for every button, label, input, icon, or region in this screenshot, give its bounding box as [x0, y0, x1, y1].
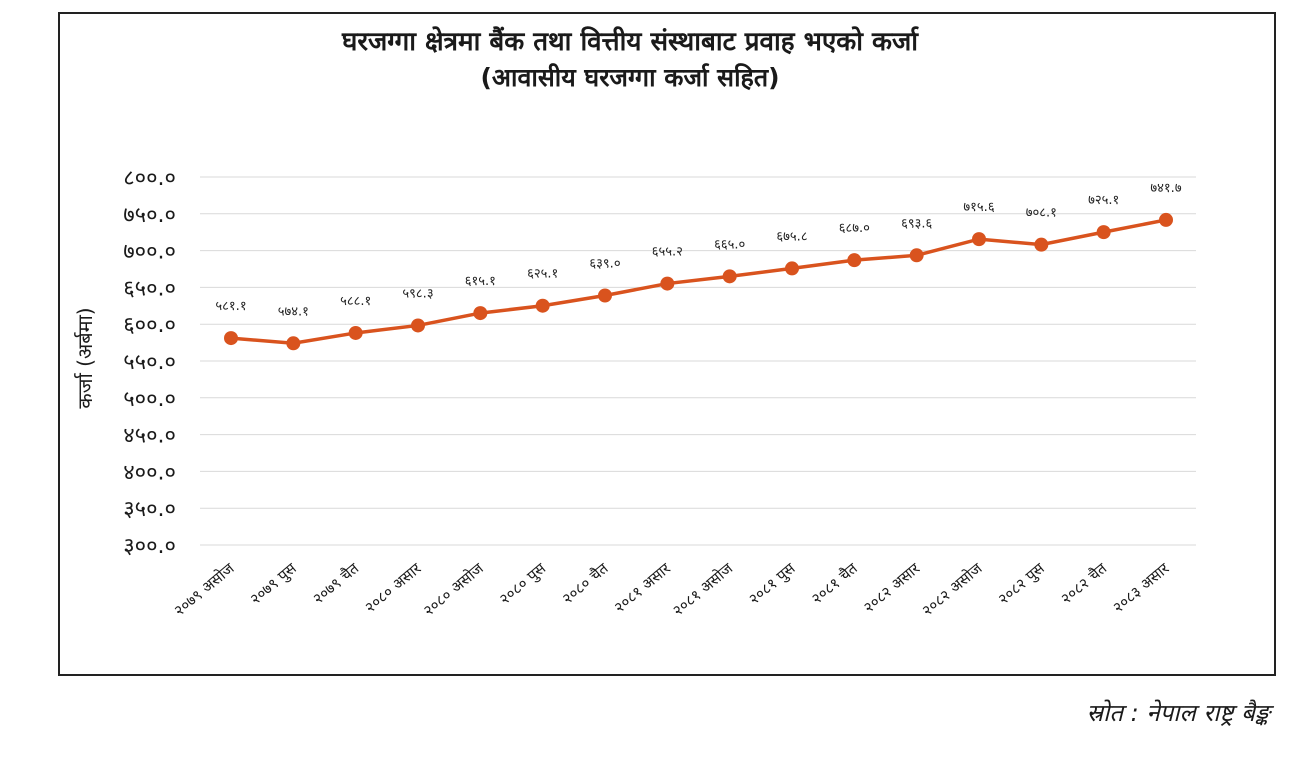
data-label: ७१५.६ [963, 200, 994, 215]
y-tick-label: ६५०.० [123, 276, 176, 301]
x-tick-label: २०८० पुस [496, 559, 551, 609]
y-tick-label: ५००.० [123, 387, 176, 412]
x-tick-label: २०७९ असोज [170, 559, 238, 620]
data-label: ६७५.८ [776, 229, 807, 244]
x-tick-label: २०८२ पुस [994, 559, 1049, 609]
data-point [972, 232, 986, 247]
x-tick-label: २०८० असोज [420, 559, 488, 620]
data-label: ७२५.१ [1088, 193, 1119, 208]
data-label: ६६५.० [714, 237, 745, 252]
data-point [224, 331, 238, 346]
data-label: ६१५.१ [465, 274, 496, 289]
y-axis-label: कर्जा (अर्बमा) [73, 307, 97, 408]
data-label: ६९३.६ [901, 216, 932, 231]
series-line [230, 218, 1167, 346]
source-note: स्रोत : नेपाल राष्ट्र बैङ्क [1086, 699, 1270, 727]
data-label: ५७४.१ [278, 304, 309, 319]
data-labels: ५८१.१ ५७४.१ ५८८.१ ५९८.३ ६१५.१ ६२५.१ ६३९.० ६५५.२… [215, 181, 1181, 319]
data-point [535, 298, 550, 313]
data-label: ६५५.२ [652, 245, 683, 260]
y-tick-label: ७५०.० [123, 203, 176, 228]
chart-title: घरजग्गा क्षेत्रमा बैंक तथा वित्तीय संस्थ… [342, 27, 918, 57]
data-point [473, 306, 488, 321]
y-axis-ticks: ३००.० ३५०.० ४००.० ४५०.० ५००.० ५५०.० ६००.० ६५०.०… [123, 166, 176, 559]
x-tick-label: २०८० चैत [559, 559, 612, 608]
x-tick-label: २०८१ असोज [669, 559, 737, 620]
y-tick-label: ६००.० [123, 313, 176, 338]
y-tick-label: ७००.० [123, 240, 176, 265]
data-point [660, 276, 675, 291]
data-label: ७०८.१ [1026, 206, 1057, 221]
data-label: ६८७.० [839, 221, 870, 236]
data-point [785, 261, 799, 276]
y-tick-label: ३५०.० [123, 497, 176, 522]
x-tick-label: २०८२ असोज [918, 559, 986, 620]
data-label: ६३९.० [589, 256, 620, 271]
x-tick-label: २०८० असार [361, 559, 425, 617]
data-label: ५८८.१ [340, 294, 371, 309]
data-label: ६२५.१ [527, 267, 558, 282]
y-tick-label: ४००.० [123, 460, 176, 485]
y-tick-label: ३००.० [123, 534, 176, 559]
gridlines [200, 176, 1196, 546]
data-label: ५८१.१ [215, 299, 246, 314]
data-label: ५९८.३ [402, 286, 433, 301]
x-tick-label: २०८२ चैत [1057, 559, 1110, 608]
data-point [847, 253, 862, 268]
data-point [722, 269, 737, 284]
data-point [1034, 237, 1049, 252]
y-tick-label: ८००.० [123, 166, 176, 191]
data-points [224, 212, 1173, 351]
data-point [348, 325, 363, 340]
x-tick-label: २०८२ असार [860, 559, 924, 617]
x-tick-label: २०७९ चैत [309, 559, 362, 608]
y-tick-label: ४५०.० [123, 424, 176, 449]
data-point [909, 248, 924, 263]
data-point [1096, 225, 1111, 240]
data-point [286, 336, 301, 351]
y-tick-label: ५५०.० [123, 350, 176, 375]
x-tick-label: २०८१ असार [611, 559, 675, 617]
data-point [411, 318, 425, 333]
x-tick-label: २०८१ चैत [808, 559, 861, 608]
data-point [598, 288, 612, 303]
x-tick-label: २०८१ पुस [745, 559, 800, 609]
x-tick-label: २०८३ असार [1109, 559, 1173, 617]
data-label: ७४१.७ [1150, 181, 1181, 196]
x-tick-label: २०७९ पुस [246, 559, 301, 609]
data-point [1159, 212, 1173, 227]
chart-frame [58, 12, 1276, 676]
chart-subtitle: (आवासीय घरजग्गा कर्जा सहित) [480, 63, 780, 92]
